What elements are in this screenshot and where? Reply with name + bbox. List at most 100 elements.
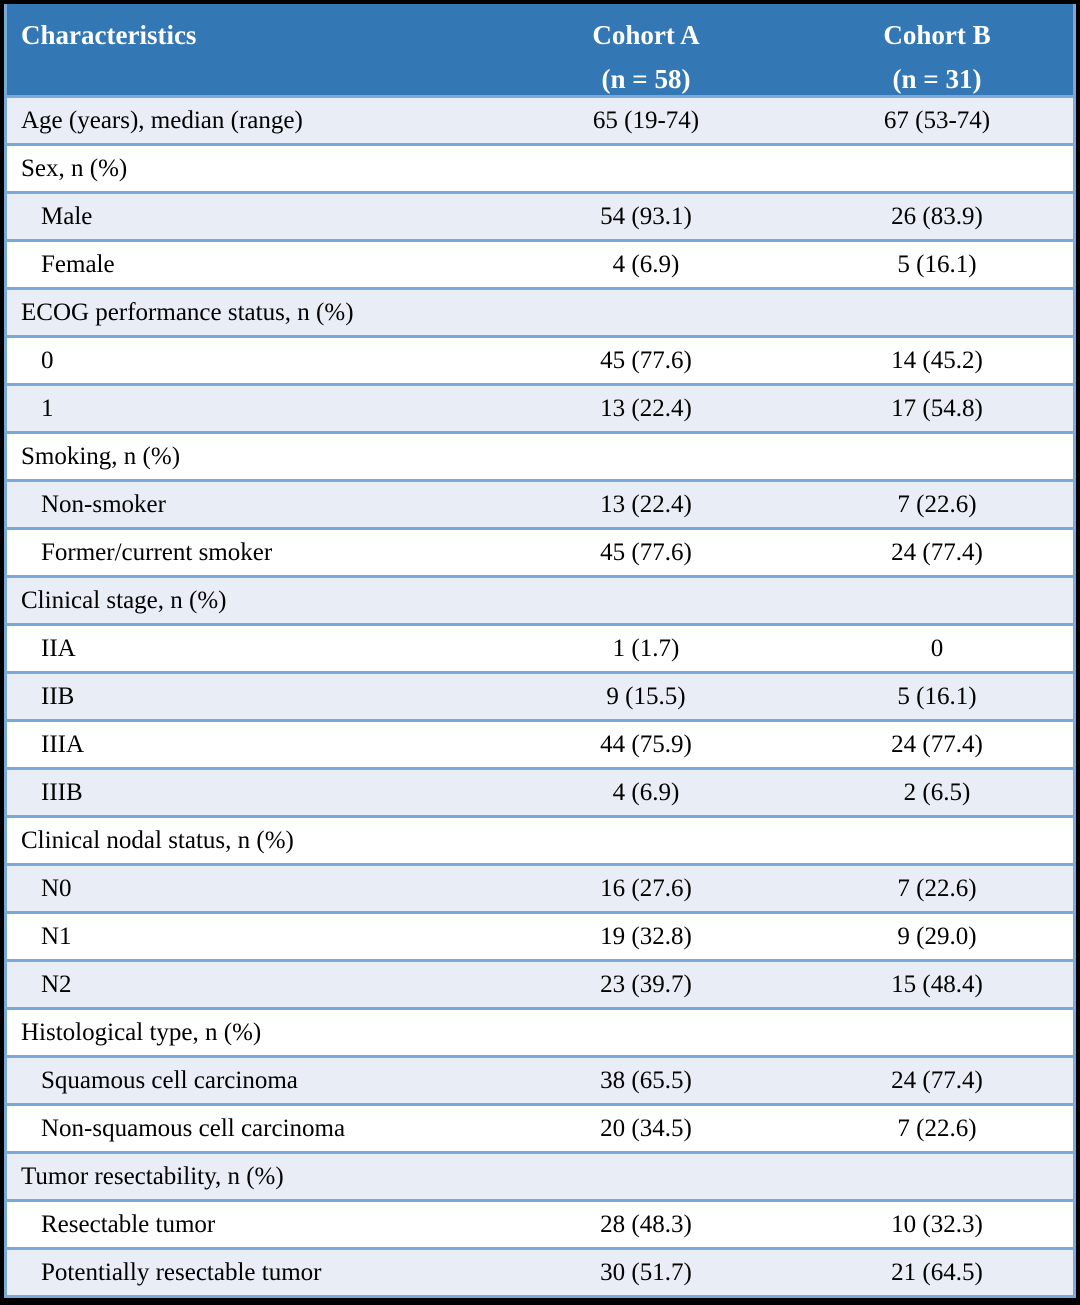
cohort-b-value-cell xyxy=(801,290,1073,335)
row-label-cell: 1 xyxy=(41,394,54,422)
cohort-b-title: Cohort B xyxy=(883,20,991,50)
cohort-a-value-cell: 44 (75.9) xyxy=(600,730,692,758)
table-row: Non-squamous cell carcinoma 20 (34.5) 7 (2… xyxy=(7,1103,1073,1151)
cohort-a-value-cell xyxy=(491,578,801,623)
table-row: N0 16 (27.6) 7 (22.6) xyxy=(7,863,1073,911)
row-label-cell: Histological type, n (%) xyxy=(21,1018,262,1046)
table-section-row: Histological type, n (%) xyxy=(7,1007,1073,1055)
row-label-cell: Sex, n (%) xyxy=(21,154,128,182)
cohort-b-value-cell xyxy=(801,578,1073,623)
row-label-cell: Female xyxy=(41,250,115,278)
cohort-a-value-cell xyxy=(491,146,801,191)
table-section-row: Sex, n (%) xyxy=(7,143,1073,191)
row-label-cell: Clinical nodal status, n (%) xyxy=(21,826,294,854)
table-row: IIB 9 (15.5) 5 (16.1) xyxy=(7,671,1073,719)
cohort-b-value-cell: 26 (83.9) xyxy=(891,202,983,230)
row-label-cell: 0 xyxy=(41,346,54,374)
cohort-a-value-cell: 4 (6.9) xyxy=(612,250,680,278)
row-label-cell: N0 xyxy=(41,874,72,902)
cohort-a-value-cell: 20 (34.5) xyxy=(600,1114,692,1142)
table-section-row: ECOG performance status, n (%) xyxy=(7,287,1073,335)
cohort-b-value-cell: 5 (16.1) xyxy=(897,250,977,278)
table-section-row: Tumor resectability, n (%) xyxy=(7,1151,1073,1199)
row-label-cell: Potentially resectable tumor xyxy=(41,1258,322,1286)
cohort-b-value-cell: 10 (32.3) xyxy=(891,1210,983,1238)
table-row: IIIB 4 (6.9) 2 (6.5) xyxy=(7,767,1073,815)
cohort-b-value-cell: 17 (54.8) xyxy=(891,394,983,422)
row-label-cell: N2 xyxy=(41,970,72,998)
table-row: Former/current smoker 45 (77.6) 24 (77.4) xyxy=(7,527,1073,575)
header-cohort-a: Cohort A (n = 58) xyxy=(491,4,801,95)
cohort-b-value-cell: 0 xyxy=(930,634,944,662)
cohort-b-value-cell xyxy=(801,818,1073,863)
table-row: Non-smoker 13 (22.4) 7 (22.6) xyxy=(7,479,1073,527)
cohort-a-value-cell: 38 (65.5) xyxy=(600,1066,692,1094)
cohort-b-value-cell xyxy=(801,1010,1073,1055)
row-label-cell: Smoking, n (%) xyxy=(21,442,181,470)
row-label-cell: Resectable tumor xyxy=(41,1210,216,1238)
cohort-a-value-cell: 19 (32.8) xyxy=(600,922,692,950)
cohort-a-value-cell xyxy=(491,1154,801,1199)
cohort-a-value-cell: 45 (77.6) xyxy=(600,538,692,566)
cohort-b-value-cell: 24 (77.4) xyxy=(891,538,983,566)
table-body: Age (years), median (range) 65 (19-74) 67 … xyxy=(7,95,1073,1295)
cohort-a-value-cell: 16 (27.6) xyxy=(600,874,692,902)
table-row: Female 4 (6.9) 5 (16.1) xyxy=(7,239,1073,287)
table-row: IIIA 44 (75.9) 24 (77.4) xyxy=(7,719,1073,767)
cohort-a-value-cell: 28 (48.3) xyxy=(600,1210,692,1238)
cohort-a-value-cell: 45 (77.6) xyxy=(600,346,692,374)
table-row: 0 45 (77.6) 14 (45.2) xyxy=(7,335,1073,383)
row-label-cell: N1 xyxy=(41,922,72,950)
table-row: 1 13 (22.4) 17 (54.8) xyxy=(7,383,1073,431)
row-label-cell: ECOG performance status, n (%) xyxy=(21,298,354,326)
row-label-cell: Clinical stage, n (%) xyxy=(21,586,227,614)
cohort-a-value-cell: 13 (22.4) xyxy=(600,394,692,422)
table-row: Squamous cell carcinoma 38 (65.5) 24 (77.4… xyxy=(7,1055,1073,1103)
row-label-cell: Tumor resectability, n (%) xyxy=(21,1162,284,1190)
table-section-row: Smoking, n (%) xyxy=(7,431,1073,479)
cohort-b-value-cell: 24 (77.4) xyxy=(891,730,983,758)
cohort-b-value-cell: 2 (6.5) xyxy=(903,778,971,806)
row-label-cell: IIA xyxy=(41,634,76,662)
cohort-a-title: Cohort A xyxy=(592,20,700,50)
table-row: Potentially resectable tumor 30 (51.7) 21 … xyxy=(7,1247,1073,1295)
cohort-a-value-cell: 23 (39.7) xyxy=(600,970,692,998)
row-label-cell: Age (years), median (range) xyxy=(21,106,303,134)
table-row: N1 19 (32.8) 9 (29.0) xyxy=(7,911,1073,959)
cohort-b-value-cell: 24 (77.4) xyxy=(891,1066,983,1094)
table-section-row: Clinical stage, n (%) xyxy=(7,575,1073,623)
header-characteristics: Characteristics xyxy=(21,20,197,50)
cohort-b-value-cell: 67 (53-74) xyxy=(883,106,991,134)
table-row: Male 54 (93.1) 26 (83.9) xyxy=(7,191,1073,239)
cohort-a-value-cell xyxy=(491,818,801,863)
cohort-a-value-cell: 13 (22.4) xyxy=(600,490,692,518)
cohort-a-value-cell: 54 (93.1) xyxy=(600,202,692,230)
cohort-a-value-cell xyxy=(491,290,801,335)
cohort-b-value-cell: 9 (29.0) xyxy=(897,922,977,950)
cohort-b-value-cell: 7 (22.6) xyxy=(897,874,977,902)
cohort-a-value-cell: 65 (19-74) xyxy=(592,106,700,134)
cohort-a-value-cell: 30 (51.7) xyxy=(600,1258,692,1286)
cohort-b-value-cell: 21 (64.5) xyxy=(891,1258,983,1286)
row-label-cell: Male xyxy=(41,202,93,230)
cohort-a-value-cell: 9 (15.5) xyxy=(606,682,686,710)
cohort-b-value-cell xyxy=(801,146,1073,191)
cohort-a-value-cell: 4 (6.9) xyxy=(612,778,680,806)
table-row: Resectable tumor 28 (48.3) 10 (32.3) xyxy=(7,1199,1073,1247)
cohort-a-value-cell: 1 (1.7) xyxy=(612,634,680,662)
table-section-row: Clinical nodal status, n (%) xyxy=(7,815,1073,863)
cohort-b-n: (n = 31) xyxy=(892,64,982,94)
row-label-cell: IIIA xyxy=(41,730,85,758)
cohort-b-value-cell: 14 (45.2) xyxy=(891,346,983,374)
table-row: IIA 1 (1.7) 0 xyxy=(7,623,1073,671)
row-label-cell: Non-smoker xyxy=(41,490,166,518)
row-label-cell: Non-squamous cell carcinoma xyxy=(41,1114,346,1142)
row-label-cell: Squamous cell carcinoma xyxy=(41,1066,298,1094)
cohort-b-value-cell xyxy=(801,1154,1073,1199)
cohort-b-value-cell: 15 (48.4) xyxy=(891,970,983,998)
table-header-row: Characteristics Cohort A (n = 58) Cohort… xyxy=(7,4,1073,95)
table-row: Age (years), median (range) 65 (19-74) 67 … xyxy=(7,95,1073,143)
cohort-b-value-cell xyxy=(801,434,1073,479)
cohort-a-value-cell xyxy=(491,1010,801,1055)
